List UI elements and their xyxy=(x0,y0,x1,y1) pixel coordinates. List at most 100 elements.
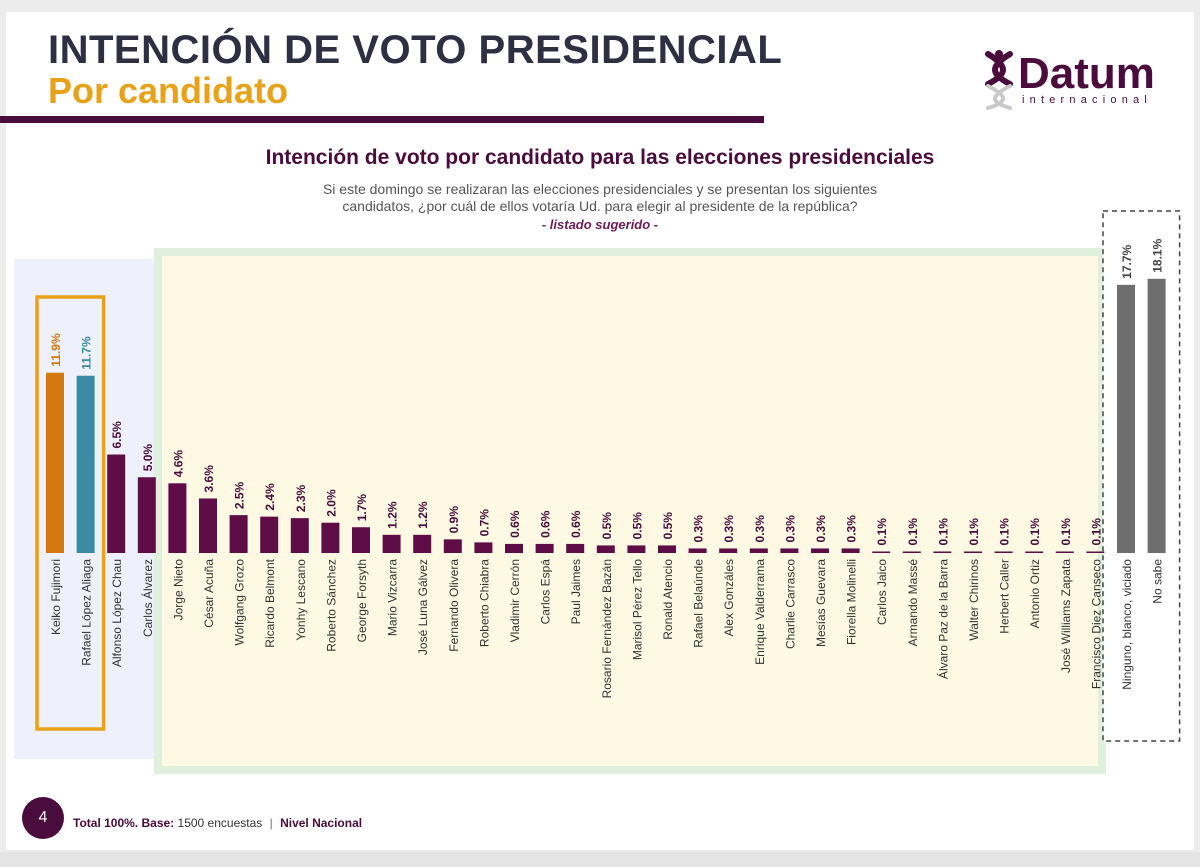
bar xyxy=(413,534,432,553)
value-label: 4.6% xyxy=(171,450,185,478)
footer-total: Total 100%. xyxy=(73,816,139,830)
bar xyxy=(321,522,340,553)
value-label: 3.6% xyxy=(202,465,216,493)
bar xyxy=(902,551,921,553)
highlight-others-region xyxy=(162,256,1098,766)
bar xyxy=(137,477,156,553)
category-label: Álvaro Paz de la Barra xyxy=(935,559,950,679)
bar xyxy=(566,543,585,553)
bar xyxy=(290,518,309,553)
title-rule xyxy=(0,116,764,123)
chart-title: Intención de voto por candidato para las… xyxy=(265,146,935,169)
value-label: 5.0% xyxy=(141,444,155,472)
value-label: 0.6% xyxy=(539,510,553,538)
value-label: 1.2% xyxy=(416,501,430,529)
datum-logo: Datum internacional xyxy=(980,50,1180,114)
bar xyxy=(749,548,768,553)
category-label: No sabe xyxy=(1151,559,1165,604)
value-label: 11.7% xyxy=(80,336,94,370)
bar xyxy=(1086,551,1105,553)
bar xyxy=(46,372,64,553)
category-label: Enrique Valderrama xyxy=(753,559,767,665)
category-label: Marisol Pérez Tello xyxy=(630,559,644,660)
footer-separator: | xyxy=(269,816,273,830)
page-number-badge: 4 xyxy=(22,797,64,839)
category-label: Roberto Chiabra xyxy=(477,559,491,647)
bar xyxy=(229,515,248,553)
value-label: 0.1% xyxy=(1059,518,1073,546)
bar xyxy=(260,516,279,553)
category-label: Francisco Diez Canseco xyxy=(1089,559,1103,689)
bar xyxy=(627,545,646,553)
category-label: Carlos Jaico xyxy=(875,559,889,625)
bar xyxy=(199,498,217,553)
category-label: Armando Massé xyxy=(906,559,920,647)
value-label: 0.1% xyxy=(875,518,889,546)
bar xyxy=(107,454,126,553)
bar xyxy=(872,551,891,553)
value-label: 0.9% xyxy=(447,506,461,534)
bar xyxy=(352,527,370,553)
value-label: 2.5% xyxy=(233,481,247,509)
value-label: 0.1% xyxy=(906,518,920,546)
bar xyxy=(76,375,95,553)
bar xyxy=(382,534,401,553)
category-label: Vladimir Cerrón xyxy=(508,559,522,642)
footer-scope: Nivel Nacional xyxy=(280,816,363,830)
bar xyxy=(780,548,799,553)
non-candidate-frame xyxy=(1102,210,1181,742)
value-label: 0.3% xyxy=(753,515,767,543)
bar xyxy=(474,542,493,553)
value-label: 0.3% xyxy=(783,515,797,543)
category-label: Rafael Belaúnde xyxy=(692,559,706,648)
value-label: 0.1% xyxy=(1089,518,1103,546)
category-label: Keiko Fujimori xyxy=(49,559,63,635)
value-label: 0.3% xyxy=(722,515,736,543)
value-label: 1.2% xyxy=(386,501,400,529)
bar xyxy=(168,483,187,553)
list-note: - listado sugerido - xyxy=(541,217,659,232)
category-label: Antonio Ortiz xyxy=(1028,559,1042,628)
value-label: 6.5% xyxy=(110,421,124,449)
bar xyxy=(933,551,952,553)
highlight-others-border xyxy=(154,248,1106,774)
bar xyxy=(1147,278,1166,553)
value-label: 0.5% xyxy=(630,512,644,540)
top-two-frame xyxy=(35,295,106,731)
value-label: 0.1% xyxy=(936,518,950,546)
category-label: José Luna Gálvez xyxy=(416,559,430,655)
category-label: Ninguno, blanco, viciado xyxy=(1120,559,1134,690)
value-label: 0.6% xyxy=(508,510,522,538)
category-label: Rafael López Aliaga xyxy=(80,559,94,666)
category-label: Alex Gonzáles xyxy=(722,559,736,636)
page-subtitle: Por candidato xyxy=(48,70,289,111)
category-label: Yonhy Lescano xyxy=(294,559,308,641)
category-label: Paul Jaimes xyxy=(569,559,583,624)
category-label: Ricardo Belmont xyxy=(263,558,277,647)
value-label: 11.9% xyxy=(49,333,63,367)
category-label: Charlie Carrasco xyxy=(783,559,797,649)
category-label: Wolfgang Grozo xyxy=(233,559,247,646)
category-label: Roberto Sánchez xyxy=(324,559,338,652)
value-label: 2.4% xyxy=(263,483,277,511)
category-label: Rosario Fernández Bazán xyxy=(600,559,614,698)
value-label: 0.5% xyxy=(600,512,614,540)
value-label: 0.3% xyxy=(814,515,828,543)
bar xyxy=(964,551,982,553)
bar xyxy=(1025,551,1044,553)
category-label: Mario Vizcarra xyxy=(386,559,400,636)
category-label: Carlos Espá xyxy=(539,559,553,625)
category-label: José Williams Zapata xyxy=(1059,559,1073,673)
footer-base-label: Base: xyxy=(141,816,175,830)
value-label: 2.0% xyxy=(324,489,338,517)
value-label: 1.7% xyxy=(355,494,369,522)
value-label: 0.1% xyxy=(998,518,1012,546)
bar xyxy=(841,548,860,553)
value-label: 0.3% xyxy=(692,515,706,543)
value-label: 0.3% xyxy=(845,515,859,543)
survey-question: Si este domingo se realizaran las elecci… xyxy=(322,181,878,214)
value-label: 18.1% xyxy=(1151,238,1165,272)
bar xyxy=(811,548,829,553)
category-label: Mesías Guevara xyxy=(814,559,828,647)
category-label: Ronald Atencio xyxy=(661,559,675,640)
